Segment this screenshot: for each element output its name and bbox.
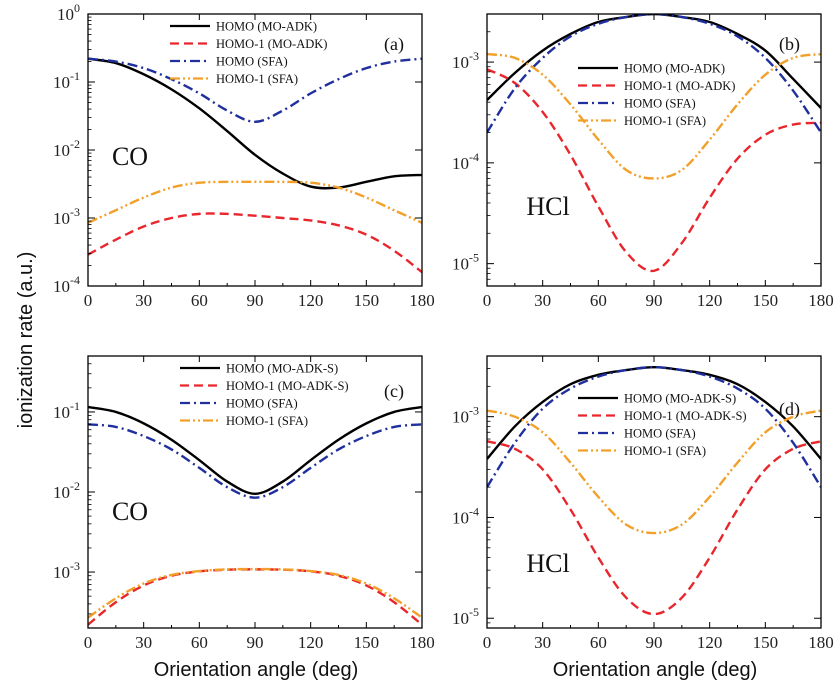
x-tick-label-a-6: 180 [409,291,435,310]
x-tick-label-d-0: 0 [483,633,492,652]
legend-label-b-2: HOMO (SFA) [624,97,696,111]
legend-label-b-3: HOMO-1 (SFA) [624,114,706,128]
y-tick-label-b-2: 10-5 [452,251,479,274]
y-tick-label-b-1: 10-4 [452,150,479,173]
panel-label-d: (d) [779,399,800,420]
series-line-a-2 [88,57,422,123]
series-line-d-1 [487,440,821,616]
series-line-c-2 [88,423,422,499]
y-tick-label-a-4: 10-4 [53,273,80,296]
legend-label-c-1: HOMO-1 (MO-ADK-S) [226,379,349,393]
x-axis-title-right: Orientation angle (deg) [553,659,758,681]
legend-label-c-2: HOMO (SFA) [226,397,298,411]
x-tick-label-c-6: 180 [409,633,435,652]
legend-label-a-1: HOMO-1 (MO-ADK) [216,37,327,51]
series-line-d-3 [487,409,821,535]
x-tick-label-a-3: 90 [247,291,264,310]
panel-label-b: (b) [779,34,800,55]
x-tick-label-c-2: 60 [191,633,208,652]
y-tick-label-a-1: 10-1 [53,69,80,92]
series-line-a-0 [88,57,422,190]
y-tick-label-b-0: 10-3 [452,49,479,72]
panel-d: 0 30 60 90 120 150 180 10-3 10-4 10-5 HOMO (MO-ADK… [452,355,834,652]
x-tick-label-b-2: 60 [590,291,607,310]
molecule-label-b: HCl [526,192,569,221]
x-tick-label-c-1: 30 [135,633,152,652]
series-line-d-0 [487,365,821,460]
x-tick-label-d-1: 30 [534,633,551,652]
x-tick-label-a-4: 120 [298,291,324,310]
legend-label-b-0: HOMO (MO-ADK) [624,62,725,76]
series-line-b-3 [487,52,821,180]
molecule-label-c: CO [112,497,148,526]
panel-a: 0 30 60 90 120 150 180 100 10-1 10-2 10-3 10-4 HOMO … [53,1,435,310]
x-tick-label-c-5: 150 [354,633,380,652]
legend-label-d-3: HOMO-1 (SFA) [624,444,706,458]
legend-label-d-1: HOMO-1 (MO-ADK-S) [624,409,747,423]
legend-label-c-0: HOMO (MO-ADK-S) [226,362,338,376]
panel-c: 0 30 60 90 120 150 180 10-1 10-2 10-3 HOMO (MO-ADK… [53,355,435,652]
x-tick-label-c-0: 0 [84,633,93,652]
panel-label-c: (c) [384,381,404,402]
legend-label-a-3: HOMO-1 (SFA) [216,72,298,86]
panel-label-a: (a) [384,34,404,55]
y-tick-label-d-1: 10-4 [452,504,479,527]
x-tick-label-b-4: 120 [697,291,723,310]
y-axis-title: ionization rate (a.u.) [15,252,37,429]
x-tick-label-b-5: 150 [753,291,779,310]
x-tick-label-d-6: 180 [808,633,834,652]
x-tick-label-c-3: 90 [247,633,264,652]
legend-label-a-0: HOMO (MO-ADK) [216,20,317,34]
y-tick-label-d-2: 10-5 [452,605,479,628]
series-line-c-1 [88,568,422,626]
legend-label-d-2: HOMO (SFA) [624,427,696,441]
x-tick-label-a-0: 0 [84,291,93,310]
legend-label-d-0: HOMO (MO-ADK-S) [624,392,736,406]
y-tick-label-c-0: 10-1 [53,399,80,422]
x-tick-label-d-3: 90 [646,633,663,652]
molecule-label-d: HCl [526,549,569,578]
series-line-c-0 [88,405,422,495]
x-tick-label-d-4: 120 [697,633,723,652]
x-tick-label-b-0: 0 [483,291,492,310]
legend-label-b-1: HOMO-1 (MO-ADK) [624,79,735,93]
y-tick-label-a-0: 100 [57,1,80,24]
y-tick-label-d-0: 10-3 [452,404,479,427]
x-tick-label-b-1: 30 [534,291,551,310]
x-tick-label-a-5: 150 [354,291,380,310]
x-tick-label-d-2: 60 [590,633,607,652]
molecule-label-a: CO [112,142,148,171]
legend-label-c-3: HOMO-1 (SFA) [226,414,308,428]
series-line-b-1 [487,68,821,273]
x-tick-label-a-1: 30 [135,291,152,310]
y-tick-label-a-2: 10-2 [53,137,80,160]
x-tick-label-b-3: 90 [646,291,663,310]
series-line-a-3 [88,180,422,224]
panel-b: 0 30 60 90 120 150 180 10-3 10-4 10-5 HOMO (MO-ADK… [452,13,834,310]
x-tick-label-a-2: 60 [191,291,208,310]
series-line-c-3 [88,567,422,619]
y-tick-label-c-1: 10-2 [53,479,80,502]
y-tick-label-c-2: 10-3 [53,559,80,582]
x-tick-label-b-6: 180 [808,291,834,310]
series-line-a-1 [88,212,422,274]
x-tick-label-c-4: 120 [298,633,324,652]
x-tick-label-d-5: 150 [753,633,779,652]
legend-label-a-2: HOMO (SFA) [216,55,288,69]
series-line-b-0 [487,14,821,109]
y-tick-label-a-3: 10-3 [53,205,80,228]
x-axis-title-left: Orientation angle (deg) [154,659,359,681]
